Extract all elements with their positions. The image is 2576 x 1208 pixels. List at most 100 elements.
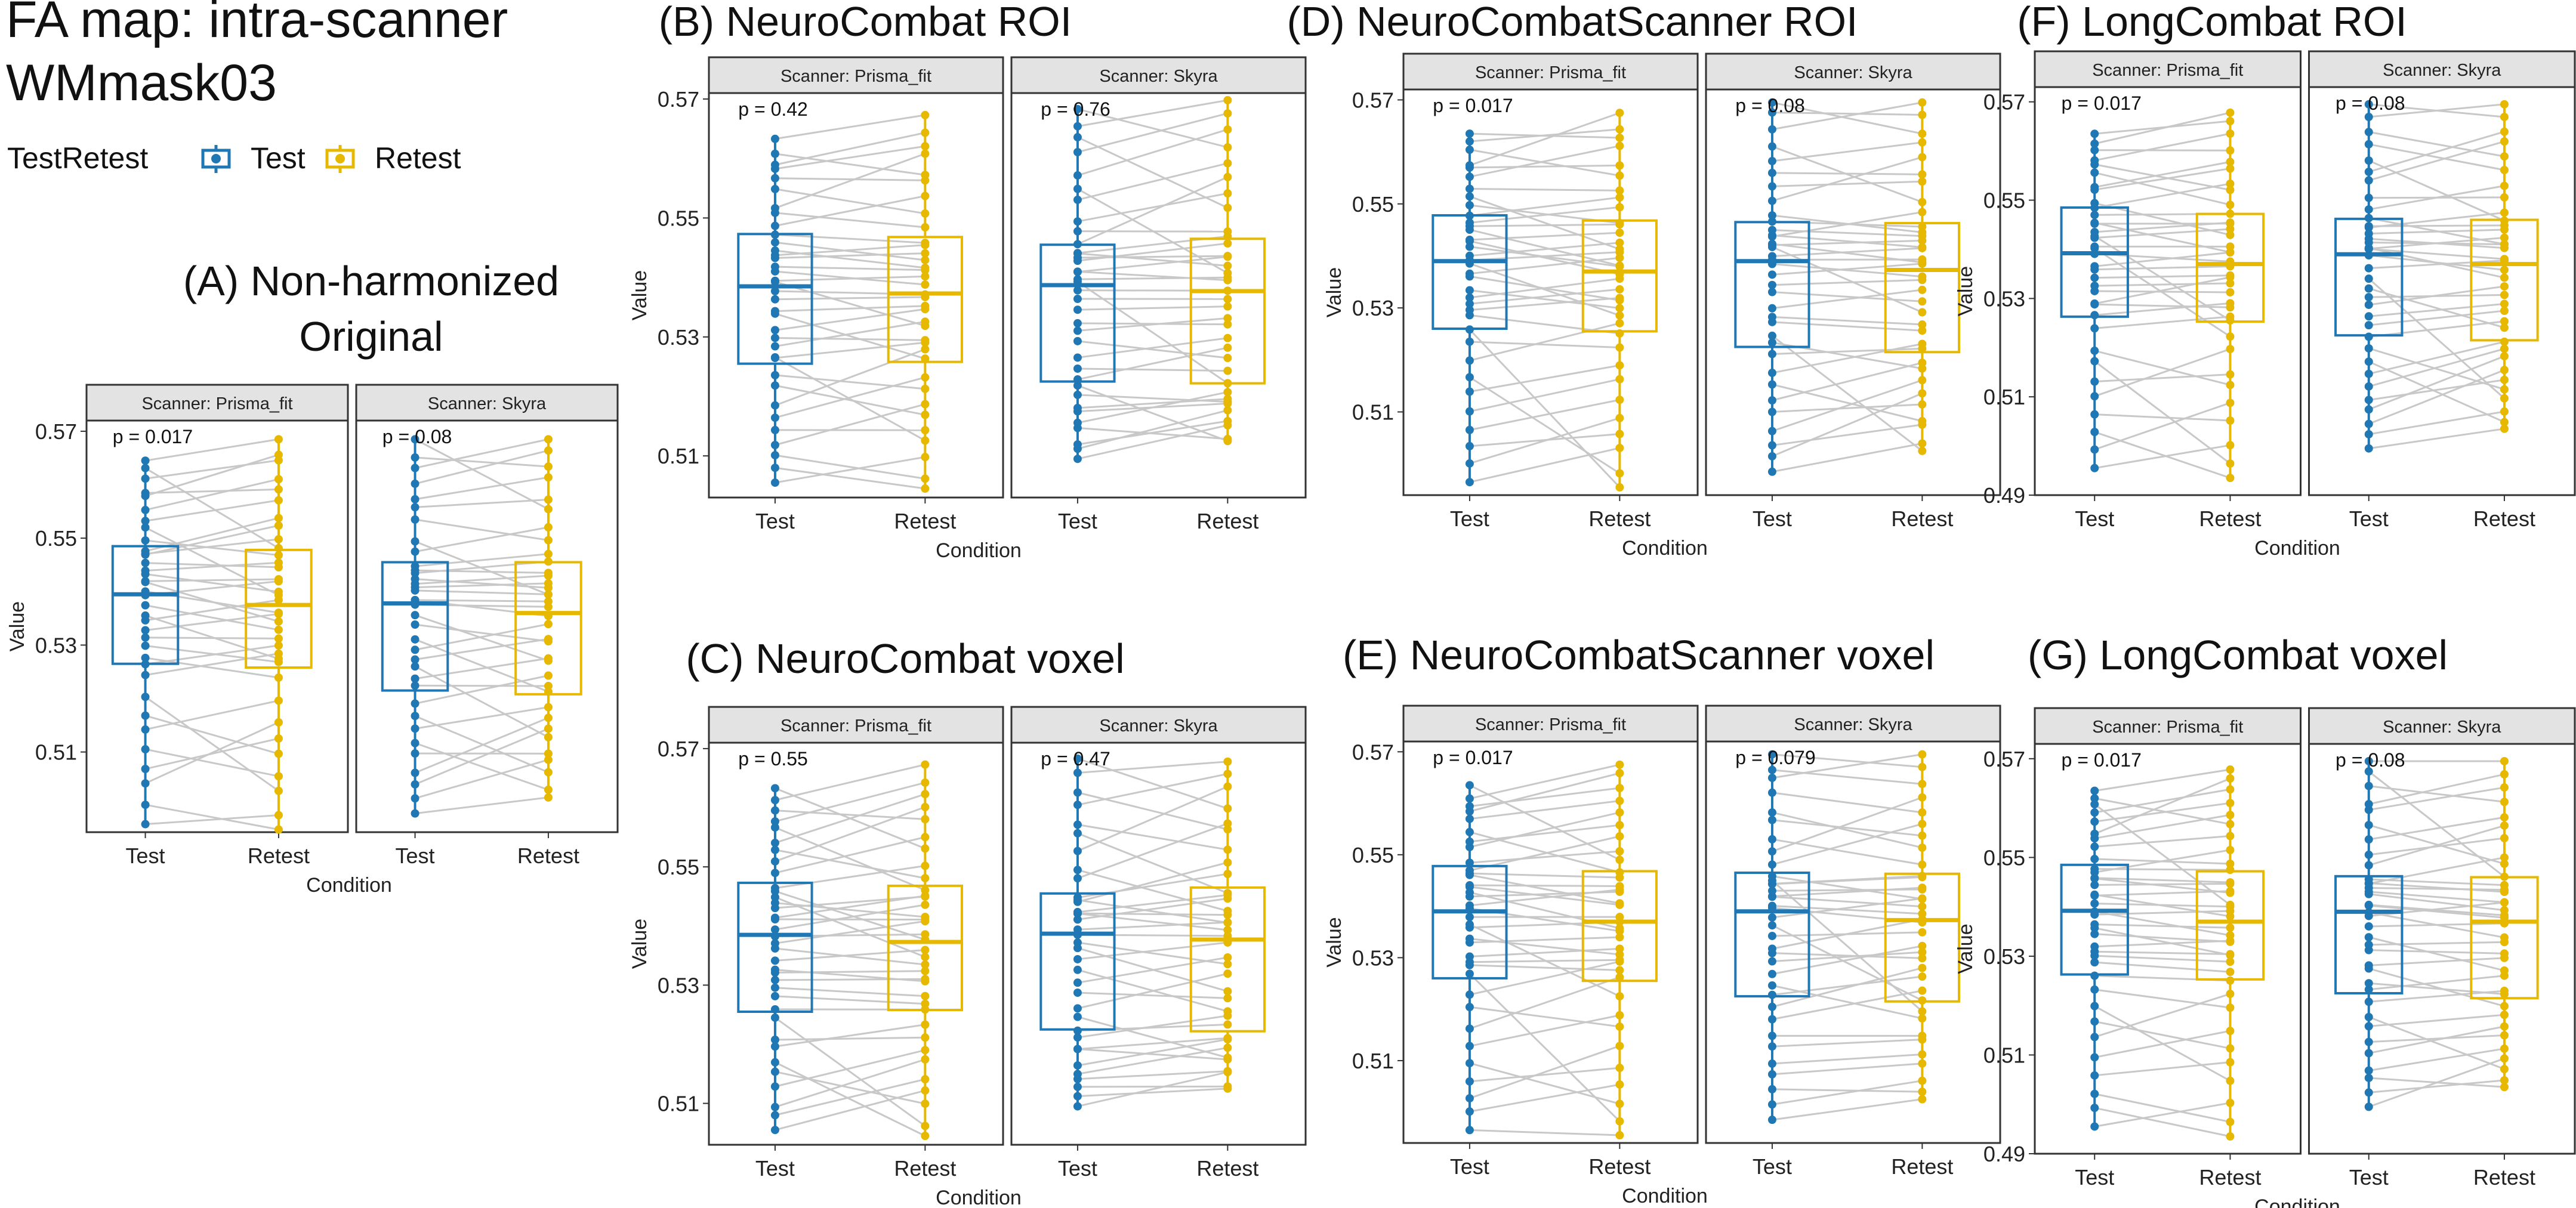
point-retest bbox=[2226, 459, 2235, 468]
point-test bbox=[1767, 331, 1776, 340]
point-test bbox=[1767, 1070, 1776, 1079]
point-test bbox=[770, 1111, 779, 1120]
point-test bbox=[1073, 267, 1082, 276]
pair-line bbox=[1077, 112, 1228, 153]
pair-line bbox=[1772, 112, 1923, 116]
p-value-label: p = 0.017 bbox=[1433, 95, 1513, 116]
point-test bbox=[1767, 981, 1776, 990]
point-retest bbox=[921, 345, 930, 354]
pair-line bbox=[2094, 373, 2231, 383]
point-retest bbox=[544, 785, 553, 794]
point-test bbox=[2364, 1012, 2373, 1021]
point-retest bbox=[1918, 902, 1927, 911]
point-test bbox=[1767, 872, 1776, 880]
point-retest bbox=[544, 724, 553, 733]
point-retest bbox=[1223, 782, 1232, 791]
point-retest bbox=[2226, 931, 2235, 940]
pair-line bbox=[2094, 149, 2231, 152]
point-retest bbox=[1615, 855, 1624, 864]
point-retest bbox=[1223, 819, 1232, 828]
pair-line bbox=[2368, 143, 2505, 171]
pair-line bbox=[775, 810, 925, 820]
point-test bbox=[1465, 837, 1474, 846]
point-retest bbox=[1223, 1053, 1232, 1062]
point-test bbox=[2364, 193, 2373, 202]
pair-line bbox=[415, 614, 549, 662]
point-test bbox=[1073, 954, 1082, 963]
point-retest bbox=[2500, 1054, 2509, 1063]
facet-strip-label: Scanner: Skyra bbox=[1099, 67, 1218, 86]
pair-line bbox=[415, 657, 549, 680]
point-test bbox=[770, 149, 779, 158]
pair-line bbox=[775, 995, 925, 1005]
point-test bbox=[2090, 282, 2099, 291]
point-test bbox=[770, 784, 779, 793]
point-test bbox=[1767, 350, 1776, 359]
point-test bbox=[1073, 277, 1082, 286]
point-retest bbox=[1223, 1035, 1232, 1044]
pair-line bbox=[2368, 982, 2505, 995]
point-test bbox=[1767, 808, 1776, 817]
point-test bbox=[2364, 1037, 2373, 1046]
point-retest bbox=[274, 649, 283, 658]
point-test bbox=[1465, 325, 1474, 334]
pair-line bbox=[2094, 835, 2231, 848]
pair-line bbox=[1772, 247, 1923, 257]
point-test bbox=[2090, 929, 2099, 938]
point-retest bbox=[1615, 808, 1624, 817]
pair-line bbox=[1772, 1088, 1923, 1093]
facet-prisma-fit: Scanner: Prisma_fit Test Retest p = 0.55 bbox=[708, 706, 1004, 1181]
y-tick-label: 0.53 bbox=[1983, 286, 2025, 311]
point-retest bbox=[544, 495, 553, 504]
point-retest bbox=[921, 484, 930, 493]
point-test bbox=[1465, 218, 1474, 227]
point-test bbox=[2364, 128, 2373, 137]
point-retest bbox=[1918, 400, 1927, 409]
point-retest bbox=[2226, 117, 2235, 126]
x-tick-label: Retest bbox=[2199, 506, 2261, 531]
point-test bbox=[1465, 172, 1474, 181]
pair-line bbox=[1077, 1085, 1228, 1088]
pair-line bbox=[2094, 132, 2231, 162]
x-tick-label: Test bbox=[1450, 1154, 1489, 1179]
point-test bbox=[1767, 313, 1776, 322]
pair-line bbox=[415, 675, 549, 705]
point-test bbox=[1073, 801, 1082, 810]
point-test bbox=[2090, 786, 2099, 795]
facet-strip bbox=[2034, 707, 2302, 745]
point-test bbox=[141, 523, 150, 532]
point-test bbox=[1767, 452, 1776, 461]
pair-line bbox=[2368, 302, 2505, 317]
pair-line bbox=[415, 742, 549, 791]
pair-line bbox=[1772, 392, 1923, 458]
point-test bbox=[1465, 901, 1474, 910]
point-test bbox=[2090, 139, 2099, 148]
point-retest bbox=[1615, 1064, 1624, 1073]
point-retest bbox=[2226, 1044, 2235, 1053]
x-tick-label: Test bbox=[755, 509, 795, 533]
point-test bbox=[770, 932, 779, 941]
pair-line bbox=[775, 308, 925, 331]
point-retest bbox=[1918, 928, 1927, 937]
facet-strip bbox=[1705, 52, 2001, 91]
point-test bbox=[2364, 940, 2373, 949]
facet-strip-label: Scanner: Prisma_fit bbox=[780, 716, 931, 736]
point-retest bbox=[1918, 872, 1927, 880]
pair-line bbox=[1771, 880, 1923, 1012]
x-axis-label: Condition bbox=[2254, 1195, 2340, 1208]
pair-line bbox=[775, 890, 925, 941]
pair-line bbox=[2094, 988, 2231, 1009]
point-test bbox=[2364, 1088, 2373, 1097]
point-retest bbox=[1223, 889, 1232, 898]
pair-line bbox=[775, 320, 925, 348]
point-retest bbox=[1918, 986, 1927, 995]
point-test bbox=[1767, 750, 1776, 759]
point-test bbox=[2090, 211, 2099, 220]
point-retest bbox=[2500, 265, 2509, 274]
point-test bbox=[141, 474, 150, 483]
point-test bbox=[1465, 969, 1474, 978]
point-retest bbox=[2226, 288, 2235, 296]
pair-line bbox=[1772, 321, 1923, 332]
point-retest bbox=[921, 1132, 930, 1141]
